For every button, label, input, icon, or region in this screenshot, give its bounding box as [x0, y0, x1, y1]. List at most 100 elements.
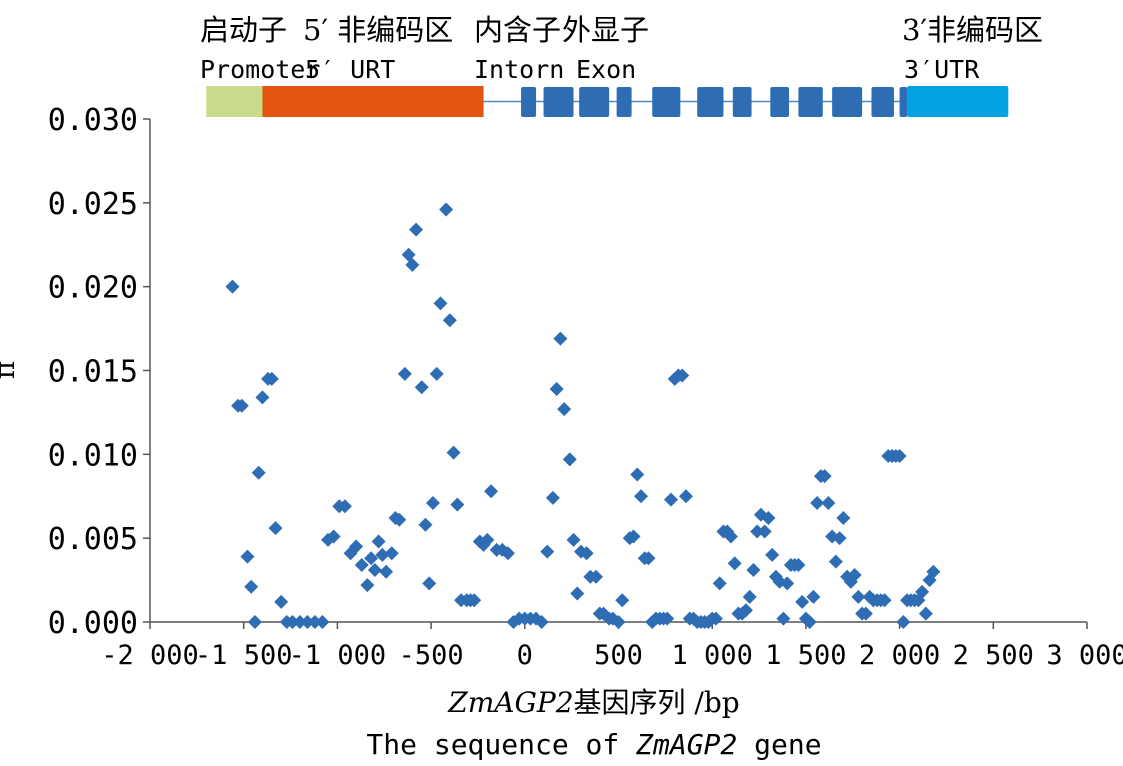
data-point: [247, 615, 262, 629]
x-axis-label-gene-italic: ZmAGP2: [447, 686, 573, 719]
data-point: [877, 593, 892, 608]
data-point: [240, 549, 255, 564]
data-point: [418, 517, 433, 532]
data-point: [791, 557, 806, 572]
x-tick-label: -1 500: [195, 640, 293, 671]
data-point: [851, 589, 866, 604]
data-point: [761, 511, 776, 526]
exon-segment: [732, 87, 752, 117]
data-point: [675, 368, 690, 383]
y-ticks: 0.000 0.005 0.010 0.015 0.020 0.025 0.030: [48, 103, 150, 641]
x-tick-label: -1 000: [289, 640, 387, 671]
data-point: [349, 539, 364, 554]
data-point: [915, 584, 930, 599]
data-point: [500, 546, 515, 561]
label-utr5-en: 5′ URT: [305, 55, 395, 84]
data-point: [780, 576, 795, 591]
data-point: [570, 586, 585, 601]
data-point: [307, 615, 322, 629]
data-point: [367, 563, 382, 578]
data-point: [821, 495, 836, 510]
data-point: [727, 556, 742, 571]
data-point: [723, 529, 738, 544]
utr3-segment: [907, 86, 1009, 117]
y-tick-label: 0.005: [48, 522, 138, 557]
y-tick-label: 0.000: [48, 606, 138, 641]
data-point: [708, 611, 723, 626]
data-point: [641, 551, 656, 566]
data-point: [678, 489, 693, 504]
x-axis-label-en-prefix: The sequence of: [366, 728, 636, 761]
data-point: [810, 495, 825, 510]
data-point: [251, 465, 266, 480]
data-point: [615, 593, 630, 608]
data-point: [397, 366, 412, 381]
data-point: [467, 593, 482, 608]
exon-segment: [899, 87, 908, 117]
data-point: [409, 222, 424, 237]
data-point: [663, 492, 678, 507]
data-point: [315, 615, 330, 629]
axes: [149, 119, 1087, 623]
y-axis-label: π: [0, 361, 21, 379]
data-point: [429, 366, 444, 381]
x-axis-label-en-italic: ZmAGP2: [635, 728, 737, 761]
data-point: [442, 313, 457, 328]
data-point: [750, 524, 765, 539]
data-point: [562, 452, 577, 467]
exon-segment: [521, 87, 537, 117]
data-point: [375, 547, 390, 562]
data-point: [414, 380, 429, 395]
data-point: [364, 551, 379, 566]
data-point: [425, 495, 440, 510]
label-intron-en: Intorn: [474, 55, 564, 84]
data-point: [626, 529, 641, 544]
data-point: [405, 257, 420, 272]
data-point: [360, 578, 375, 593]
label-promoter-cn: 启动子: [200, 13, 287, 47]
data-point: [244, 579, 259, 594]
data-point: [285, 615, 300, 629]
x-tick-label: -2 000: [101, 640, 199, 671]
exon-segment: [832, 87, 863, 117]
data-point: [371, 534, 386, 549]
data-point: [765, 547, 780, 562]
exon-segment: [652, 87, 681, 117]
data-point: [738, 603, 753, 618]
data-point: [630, 467, 645, 482]
x-tick-label: 1 000: [672, 640, 753, 671]
x-axis-label-en: The sequence of ZmAGP2 gene: [366, 728, 821, 761]
utr5-segment: [262, 86, 484, 117]
data-point: [918, 606, 933, 621]
data-point: [446, 445, 461, 460]
data-point: [832, 531, 847, 546]
data-point: [354, 557, 369, 572]
x-tick-label: 2 000: [859, 640, 940, 671]
x-axis-label-en-suffix: gene: [737, 728, 821, 761]
exon-segment: [616, 87, 632, 117]
data-point: [379, 564, 394, 579]
data-point: [480, 532, 495, 547]
data-point: [439, 202, 454, 217]
data-point: [589, 569, 604, 584]
data-point: [926, 564, 941, 579]
data-point: [553, 331, 568, 346]
data-point: [746, 563, 761, 578]
data-point: [300, 615, 315, 629]
x-tick-label: 1 500: [765, 640, 846, 671]
data-point: [802, 615, 817, 629]
exon-segment: [770, 87, 790, 117]
data-point: [337, 499, 352, 514]
data-point: [264, 371, 279, 386]
data-point: [545, 490, 560, 505]
data-point: [566, 532, 581, 547]
data-point: [847, 568, 862, 583]
gene-structure-bar: [206, 86, 1009, 117]
data-point: [633, 489, 648, 504]
y-tick-label: 0.025: [48, 187, 138, 222]
x-tick-label: 0: [517, 640, 533, 671]
label-promoter-en: Promoter: [200, 55, 320, 84]
exon-segment: [798, 87, 823, 117]
data-point: [292, 615, 307, 629]
